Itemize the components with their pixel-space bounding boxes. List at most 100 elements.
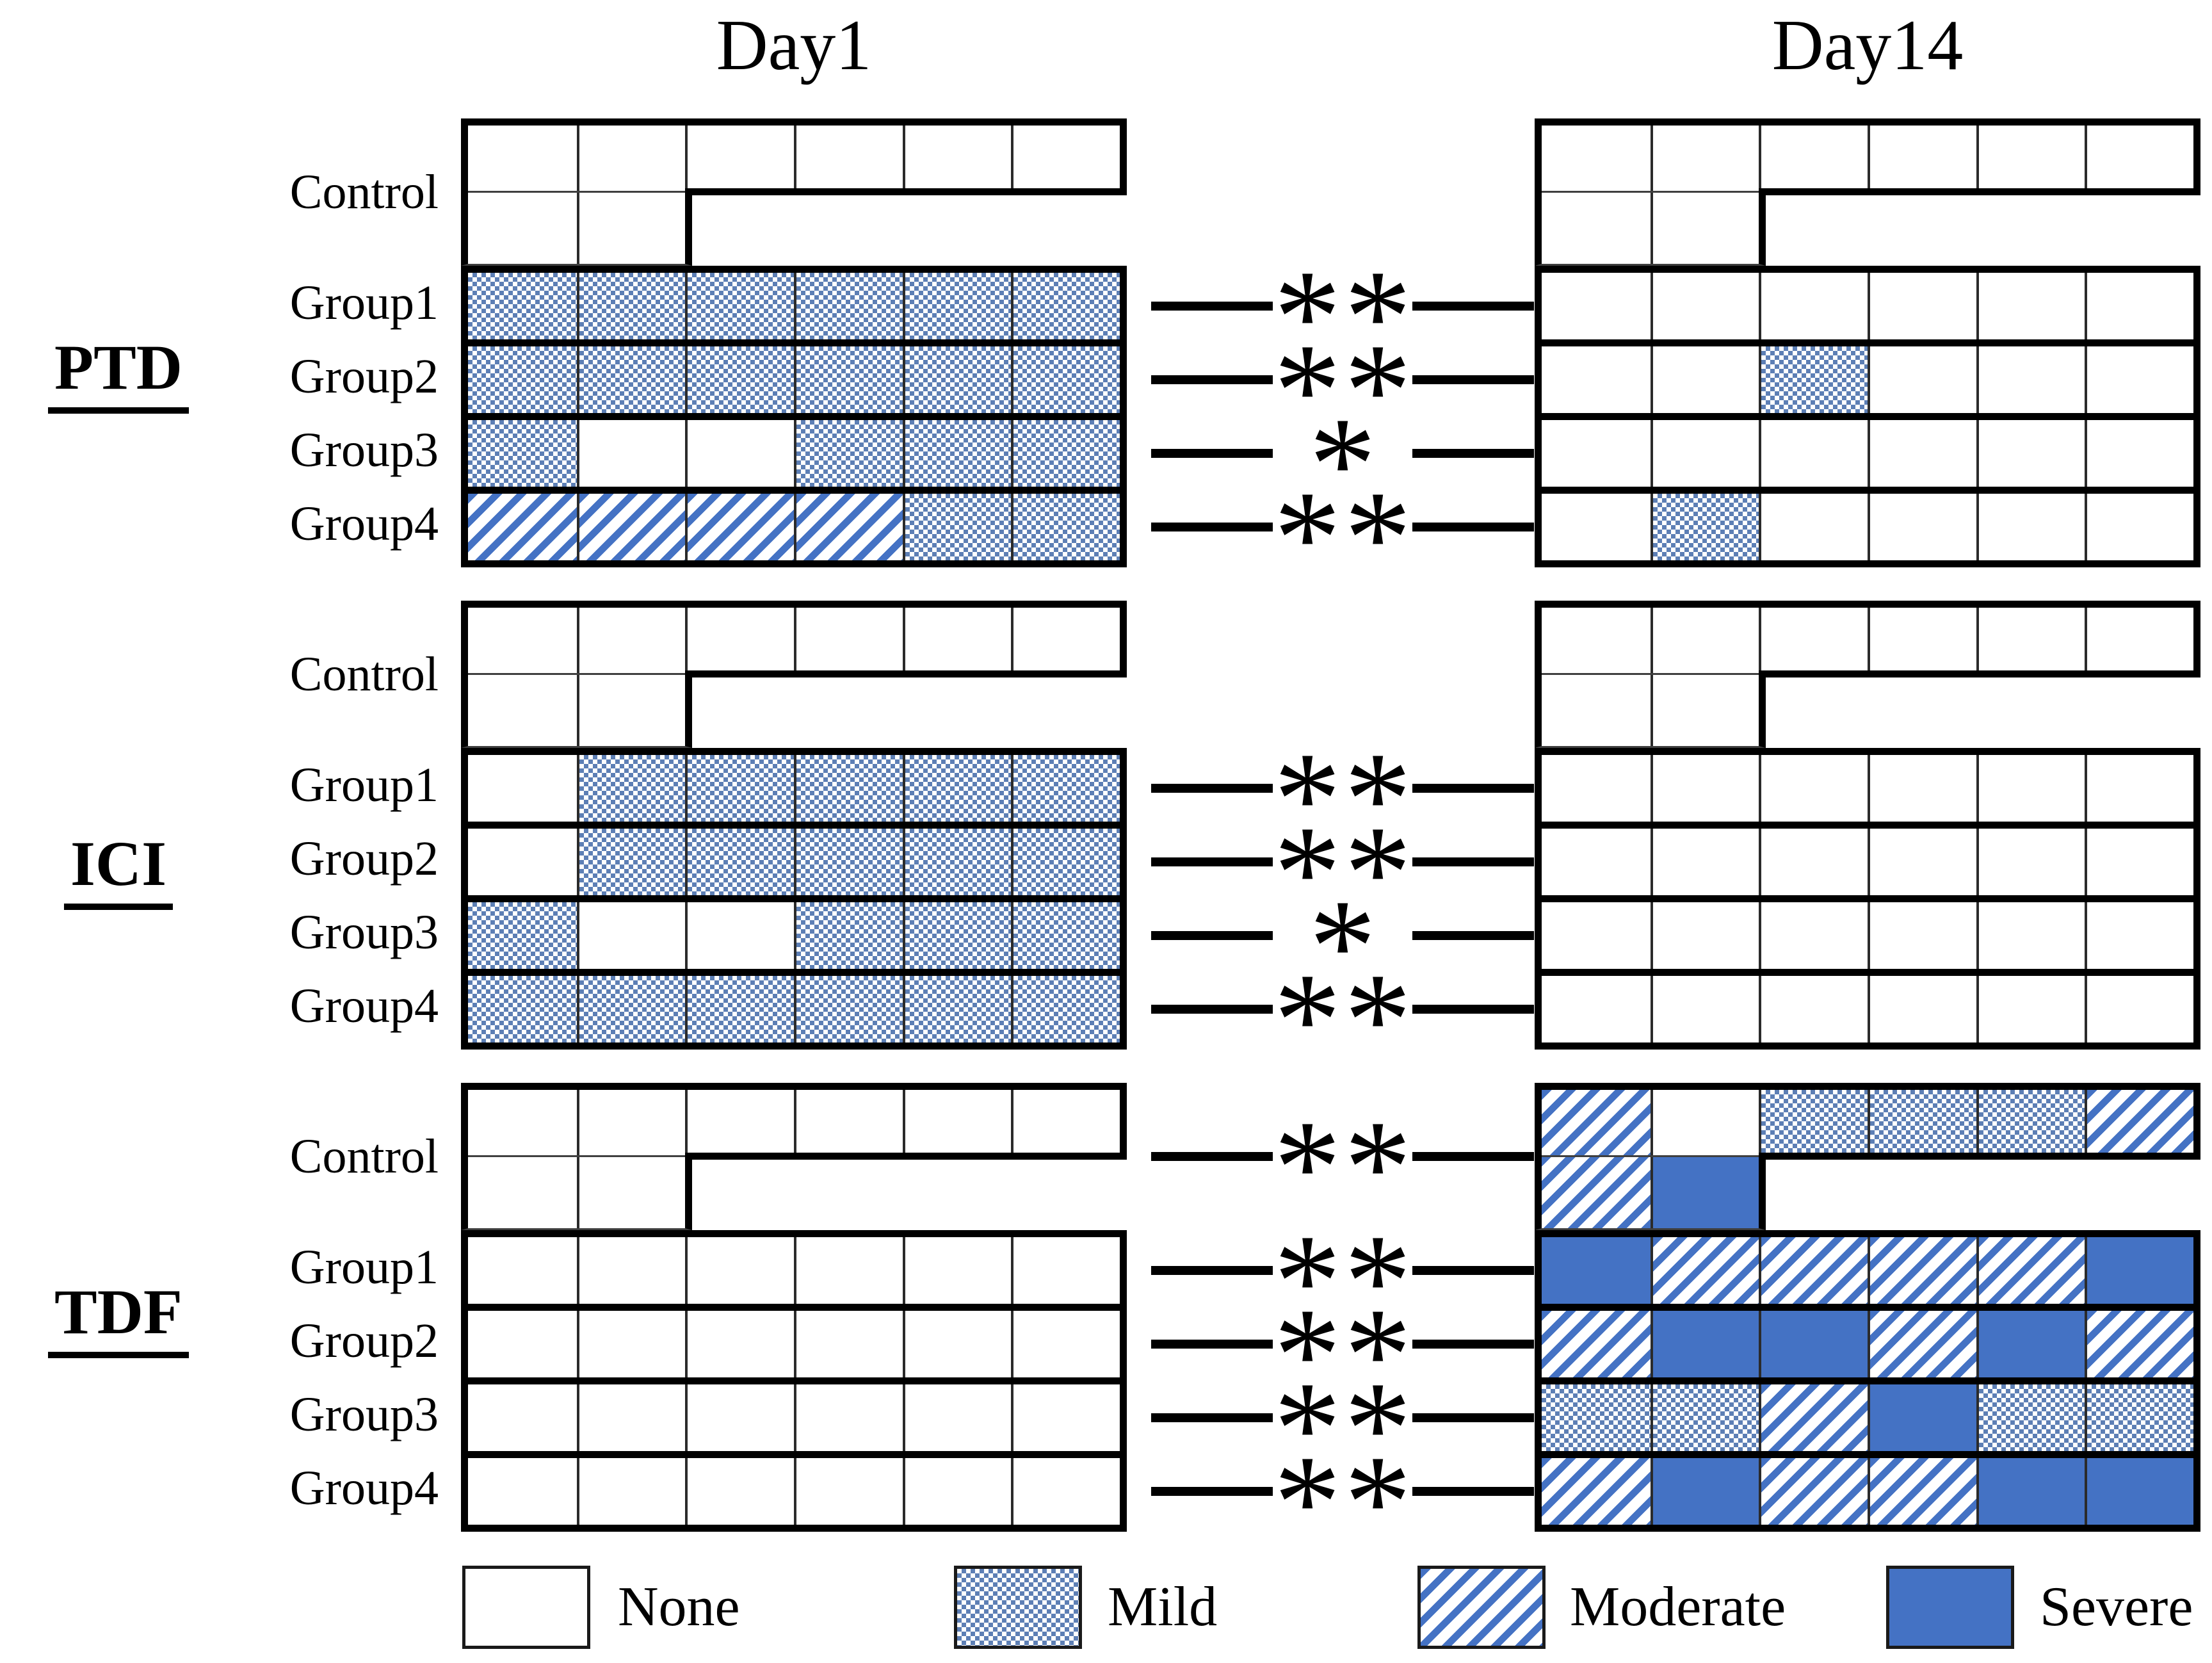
- severity-cell-none: [1650, 976, 1759, 1042]
- severity-cell-severe: [1542, 1237, 1651, 1304]
- severity-cell-mild: [902, 829, 1012, 895]
- ptd-group4-day14: [1535, 487, 2200, 567]
- severity-cell-mild: [793, 976, 903, 1042]
- severity-cell-mild: [685, 829, 794, 895]
- significance-line-left: [1151, 1152, 1273, 1161]
- severity-cell-none: [576, 902, 686, 969]
- severity-cell-none: [1542, 192, 1651, 264]
- severity-cell-mild: [1011, 420, 1120, 487]
- severity-cell-none: [1976, 608, 2085, 674]
- severity-cell-none: [1011, 1237, 1120, 1304]
- severity-cell-none: [1650, 126, 1759, 192]
- severity-cell-none: [793, 1311, 903, 1377]
- legend-swatch-severe-icon: [1886, 1566, 2014, 1649]
- severity-cell-mild: [1011, 976, 1120, 1042]
- severity-cell-none: [1759, 829, 1868, 895]
- ptd-control-day14-step-thin-line: [1542, 191, 1759, 193]
- severity-cell-none: [1650, 420, 1759, 487]
- severity-cell-none: [1650, 902, 1759, 969]
- severity-cell-none: [468, 1311, 577, 1377]
- significance-line-right: [1412, 1265, 1534, 1275]
- significance-asterisk: *: [1344, 463, 1412, 612]
- severity-cell-none: [1542, 494, 1651, 560]
- significance-asterisk: *: [1273, 724, 1341, 873]
- severity-cell-mild: [1011, 902, 1120, 969]
- significance-asterisk: *: [1344, 1093, 1412, 1242]
- severity-cell-none: [1011, 1384, 1120, 1451]
- severity-cell-mild: [1542, 1384, 1651, 1451]
- severity-cell-none: [1650, 755, 1759, 822]
- severity-cell-mild: [685, 976, 794, 1042]
- significance-asterisk: *: [1344, 1280, 1412, 1429]
- severity-cell-moderate: [1867, 1237, 1976, 1304]
- legend-swatch-mild-icon: [954, 1566, 1082, 1649]
- severity-cell-none: [1011, 608, 1120, 674]
- severity-cell-mild: [2085, 1384, 2193, 1451]
- severity-cell-none: [576, 1311, 686, 1377]
- significance-line-left: [1151, 1265, 1273, 1275]
- severity-cell-none: [902, 126, 1012, 192]
- severity-cell-none: [1867, 976, 1976, 1042]
- severity-cell-none: [793, 126, 903, 192]
- tdf-control-day14-step-thick-line: [1759, 1153, 2200, 1160]
- row-label-ptd-group4: Group4: [289, 496, 439, 551]
- severity-cell-mild: [1011, 273, 1120, 339]
- severity-cell-mild: [1650, 494, 1759, 560]
- severity-cell-mild: [1011, 494, 1120, 560]
- severity-cell-none: [1759, 273, 1868, 339]
- ici-control-day14-row1: [1535, 601, 2200, 674]
- significance-line-right: [1412, 783, 1534, 793]
- row-label-tdf-group2: Group2: [289, 1313, 439, 1368]
- significance-line-right: [1412, 522, 1534, 531]
- significance-asterisk: *: [1273, 242, 1341, 391]
- severity-cell-severe: [1976, 1458, 2085, 1525]
- severity-cell-none: [576, 608, 686, 674]
- severity-cell-none: [1650, 273, 1759, 339]
- ici-control-day14-step-thick-line: [1759, 670, 2200, 677]
- row-label-ici-group4: Group4: [289, 978, 439, 1033]
- severity-cell-mild: [793, 829, 903, 895]
- severity-cell-moderate: [468, 494, 577, 560]
- tdf-control-day1-step-thin-line: [468, 1155, 686, 1157]
- section-label-ptd: PTD: [48, 336, 189, 414]
- severity-cell-mild: [902, 902, 1012, 969]
- ptd-group4-day1: [461, 487, 1127, 567]
- severity-cell-mild: [1011, 346, 1120, 413]
- severity-cell-moderate: [1976, 1237, 2085, 1304]
- severity-cell-mild: [902, 494, 1012, 560]
- severity-cell-none: [576, 1156, 686, 1228]
- severity-cell-none: [1976, 126, 2085, 192]
- severity-cell-none: [685, 902, 794, 969]
- severity-cell-none: [793, 1384, 903, 1451]
- severity-cell-none: [468, 674, 577, 746]
- significance-line-left: [1151, 930, 1273, 940]
- severity-cell-moderate: [1542, 1156, 1651, 1228]
- severity-cell-none: [2085, 273, 2193, 339]
- tdf-group1-day14: [1535, 1230, 2200, 1311]
- row-label-tdf-group1: Group1: [289, 1240, 439, 1294]
- row-label-ptd-group3: Group3: [289, 423, 439, 477]
- ici-control-day14-row2: [1535, 674, 1766, 748]
- ici-group2-day1: [461, 822, 1127, 902]
- significance-line-right: [1412, 1004, 1534, 1014]
- severity-cell-moderate: [1759, 1237, 1868, 1304]
- severity-cell-mild: [902, 976, 1012, 1042]
- ptd-group1-day1: [461, 266, 1127, 346]
- severity-cell-severe: [1867, 1384, 1976, 1451]
- severity-cell-none: [902, 1458, 1012, 1525]
- severity-cell-none: [1759, 420, 1868, 487]
- severity-cell-mild: [1976, 1090, 2085, 1156]
- severity-cell-none: [576, 192, 686, 264]
- severity-cell-none: [1976, 273, 2085, 339]
- severity-cell-mild: [793, 755, 903, 822]
- severity-cell-none: [1542, 755, 1651, 822]
- day14-column-header: Day14: [1772, 6, 1964, 85]
- severity-cell-none: [2085, 346, 2193, 413]
- ici-control-day1-step-thin-line: [468, 673, 686, 675]
- severity-cell-none: [1759, 976, 1868, 1042]
- significance-asterisk: *: [1273, 463, 1341, 612]
- severity-cell-none: [1542, 346, 1651, 413]
- severity-cell-none: [2085, 755, 2193, 822]
- severity-cell-none: [685, 1384, 794, 1451]
